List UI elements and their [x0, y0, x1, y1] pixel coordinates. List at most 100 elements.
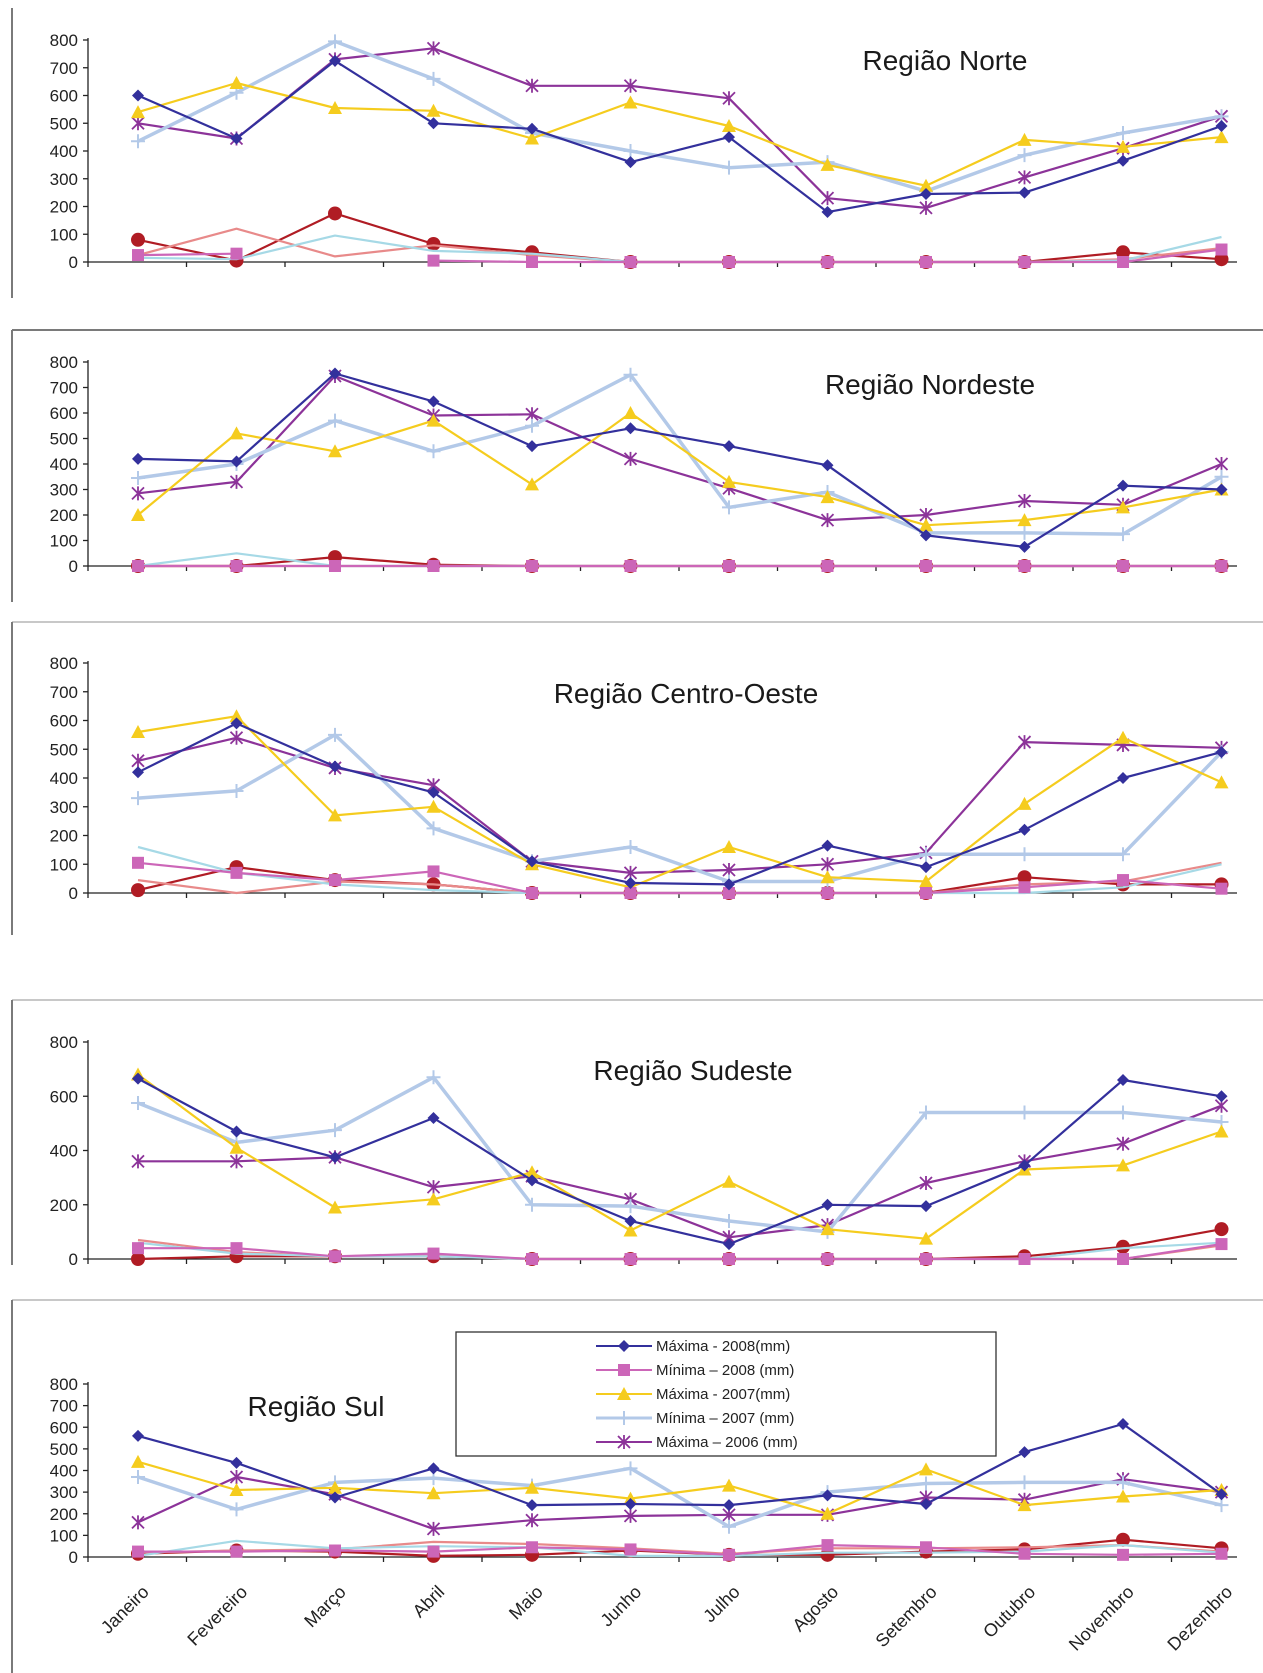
data-point: [1017, 870, 1032, 885]
y-tick-label: 200: [50, 1505, 78, 1524]
y-tick-label: 200: [50, 506, 78, 525]
y-tick-label: 500: [50, 114, 78, 133]
series-1: [132, 1072, 1228, 1251]
data-point: [820, 1506, 835, 1520]
series-line: [137, 722, 1222, 886]
series-2: [132, 856, 1228, 899]
legend-label: Mínima – 2007 (mm): [656, 1410, 794, 1427]
data-point: [820, 513, 835, 528]
y-tick-label: 400: [50, 769, 78, 788]
data-point: [1214, 469, 1229, 484]
series-line: [137, 212, 1222, 264]
series-line: [137, 1539, 1222, 1557]
y-tick-label: 300: [50, 1483, 78, 1502]
data-point: [624, 256, 637, 268]
chart-title: Região Norte: [863, 45, 1028, 76]
data-point: [1215, 1547, 1228, 1560]
series-2: [132, 1539, 1228, 1561]
data-point: [919, 1462, 933, 1476]
data-point: [920, 861, 932, 874]
data-point: [920, 256, 932, 268]
data-point: [328, 808, 342, 822]
series-7: [137, 227, 1222, 264]
chart-title: Região Centro-Oeste: [554, 678, 819, 709]
y-tick-label: 100: [50, 1526, 78, 1545]
series-1: [132, 367, 1228, 553]
y-tick-label: 800: [50, 353, 78, 372]
data-point: [722, 119, 736, 133]
data-point: [1017, 1105, 1032, 1120]
data-point: [230, 1545, 243, 1558]
data-point: [426, 413, 441, 427]
legend-swatch-marker: [617, 1411, 631, 1425]
data-point: [230, 560, 243, 572]
legend-label: Máxima - 2008(mm): [656, 1338, 790, 1355]
data-point: [427, 1545, 440, 1558]
data-point: [624, 1253, 637, 1265]
data-point: [229, 730, 244, 745]
data-point: [722, 1214, 736, 1229]
data-point: [722, 840, 736, 853]
data-point: [1214, 1124, 1229, 1138]
data-point: [920, 1541, 932, 1554]
x-tick-label: Julho: [699, 1582, 744, 1627]
series-line: [137, 81, 1222, 187]
data-point: [821, 1539, 834, 1552]
data-point: [230, 717, 243, 730]
data-point: [624, 422, 637, 435]
data-point: [328, 727, 342, 742]
data-point: [723, 1253, 735, 1265]
data-point: [919, 518, 933, 532]
data-point: [525, 418, 539, 433]
data-point: [427, 1111, 440, 1124]
data-point: [821, 1253, 834, 1265]
series-line: [137, 1466, 1222, 1529]
data-point: [920, 529, 932, 542]
data-point: [329, 1250, 341, 1263]
data-point: [821, 887, 834, 899]
data-point: [229, 1140, 244, 1154]
legend-swatch-marker: [618, 1340, 630, 1352]
legend-label: Máxima - 2007(mm): [656, 1386, 790, 1403]
series-5: [131, 41, 1229, 215]
data-point: [1018, 560, 1031, 572]
data-point: [623, 451, 638, 466]
data-point: [131, 116, 145, 131]
series-2: [132, 1238, 1228, 1265]
data-point: [230, 1242, 243, 1255]
data-point: [1117, 874, 1129, 887]
data-point: [723, 440, 735, 453]
data-point: [131, 1096, 145, 1111]
data-point: [526, 560, 538, 572]
data-point: [230, 1125, 243, 1138]
series-line: [137, 1422, 1223, 1507]
data-point: [1017, 1498, 1032, 1512]
data-point: [624, 1498, 637, 1511]
series-5: [131, 369, 1229, 528]
data-point: [1017, 525, 1032, 540]
data-point: [526, 1499, 538, 1512]
data-point: [623, 95, 638, 109]
data-point: [426, 444, 441, 459]
data-point: [132, 766, 144, 779]
series-4: [131, 1461, 1229, 1534]
series-line: [137, 1077, 1222, 1246]
data-point: [132, 1242, 144, 1255]
data-point: [427, 254, 440, 267]
data-point: [131, 232, 145, 247]
data-point: [230, 866, 243, 879]
data-point: [1214, 130, 1229, 144]
x-tick-label: Agosto: [789, 1582, 843, 1636]
data-point: [920, 887, 932, 899]
y-tick-label: 800: [50, 654, 78, 673]
data-point: [427, 865, 440, 878]
x-tick-label: Outubro: [979, 1582, 1039, 1642]
data-point: [426, 1070, 441, 1085]
data-point: [1018, 186, 1031, 199]
data-point: [329, 1151, 341, 1164]
data-point: [821, 256, 834, 268]
data-point: [131, 1252, 145, 1266]
data-point: [1018, 1253, 1031, 1265]
data-point: [920, 560, 932, 572]
data-point: [1018, 256, 1031, 268]
